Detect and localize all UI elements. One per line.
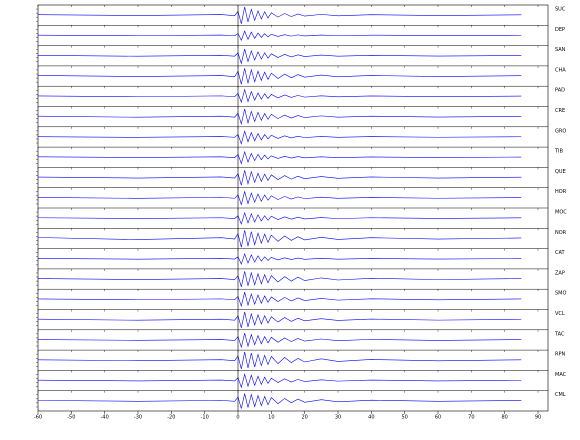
trace-label: GRO bbox=[555, 128, 566, 134]
trace bbox=[37, 351, 522, 370]
trace-label: HOR bbox=[555, 189, 567, 195]
x-tick-label: -20 bbox=[167, 415, 175, 421]
trace bbox=[37, 108, 522, 126]
x-tick-label: 0 bbox=[236, 415, 239, 421]
trace-label: CHA bbox=[555, 67, 566, 73]
trace-label: SAN bbox=[555, 47, 566, 53]
trace bbox=[37, 333, 522, 349]
trace-label: MOC bbox=[555, 210, 567, 216]
trace bbox=[37, 211, 522, 225]
x-tick-label: -30 bbox=[134, 415, 142, 421]
x-tick-label: -50 bbox=[67, 415, 75, 421]
trace bbox=[37, 311, 522, 328]
trace bbox=[37, 393, 522, 409]
trace bbox=[37, 150, 522, 165]
trace-label: PAD bbox=[555, 88, 565, 94]
trace-label: QUE bbox=[555, 169, 566, 175]
x-tick-label: 10 bbox=[268, 415, 274, 421]
trace bbox=[37, 230, 522, 248]
trace bbox=[37, 190, 522, 206]
trace-label: SMO bbox=[555, 291, 566, 297]
trace-label: TAC bbox=[554, 331, 565, 337]
trace bbox=[37, 88, 522, 104]
trace-label: TIB bbox=[554, 149, 564, 155]
trace bbox=[37, 48, 522, 65]
x-tick-label: -60 bbox=[34, 415, 42, 421]
trace bbox=[37, 6, 522, 24]
x-tick-label: 90 bbox=[535, 415, 541, 421]
trace bbox=[37, 373, 522, 389]
trace-label: ZAP bbox=[555, 270, 565, 276]
trace bbox=[37, 130, 522, 145]
x-tick-label: 60 bbox=[435, 415, 441, 421]
x-tick-label: 40 bbox=[368, 415, 374, 421]
trace bbox=[37, 271, 522, 287]
x-tick-label: 70 bbox=[468, 415, 474, 421]
x-tick-label: -40 bbox=[101, 415, 109, 421]
x-tick-label: 20 bbox=[301, 415, 307, 421]
trace-label: CML bbox=[555, 392, 566, 398]
trace-label: SUC bbox=[555, 7, 566, 13]
trace bbox=[37, 30, 522, 42]
x-tick-label: 30 bbox=[335, 415, 341, 421]
trace bbox=[37, 292, 522, 308]
trace-label: RPN bbox=[555, 352, 565, 358]
x-tick-label: 80 bbox=[501, 415, 507, 421]
trace-label: NOR bbox=[555, 230, 567, 236]
trace-label: CRE bbox=[555, 108, 565, 114]
trace bbox=[37, 253, 522, 265]
trace bbox=[37, 68, 522, 85]
x-tick-label: 50 bbox=[401, 415, 407, 421]
x-tick-label: -10 bbox=[201, 415, 209, 421]
trace bbox=[37, 170, 522, 186]
trace-label: DEP bbox=[555, 27, 565, 33]
trace-label: MAC bbox=[555, 372, 567, 378]
trace-label: CAT bbox=[555, 250, 566, 256]
trace-label: VCL bbox=[555, 311, 565, 317]
